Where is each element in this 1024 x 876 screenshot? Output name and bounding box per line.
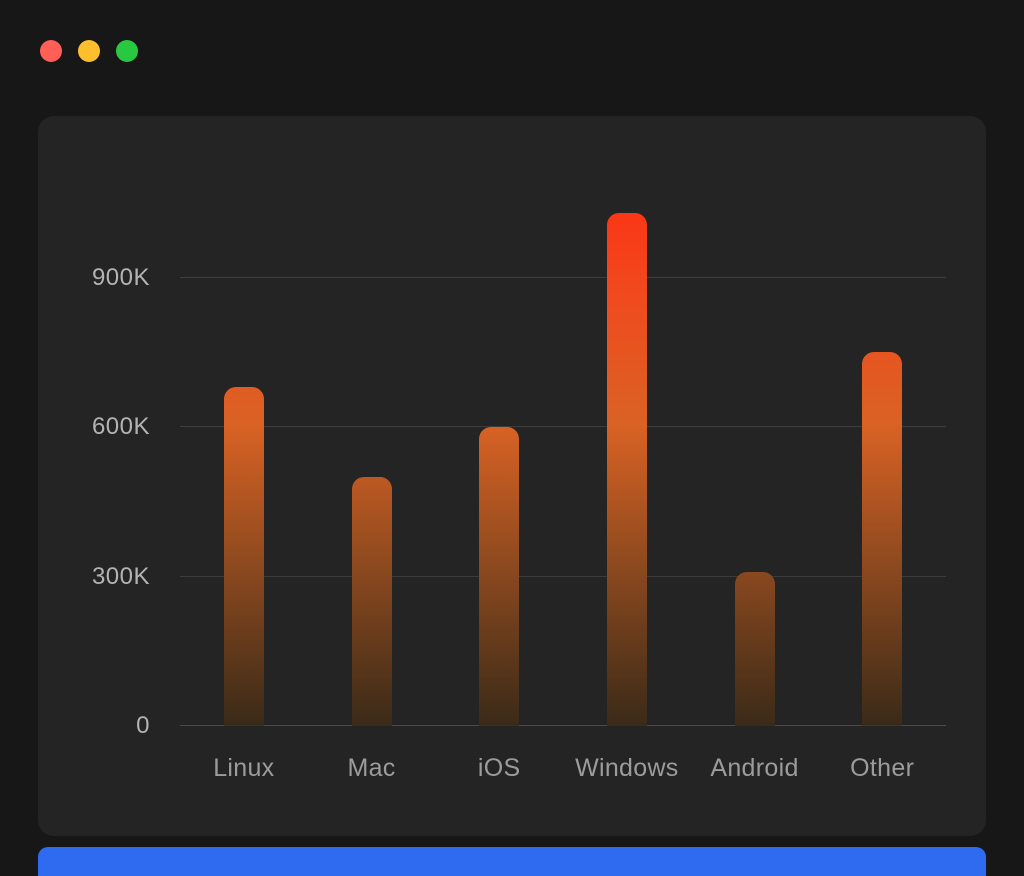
x-axis-label: Linux — [213, 754, 275, 782]
bar-slot — [563, 178, 691, 726]
bar-windows[interactable] — [606, 212, 647, 726]
y-tick-label: 300K — [91, 562, 150, 590]
y-tick-label: 900K — [91, 263, 150, 291]
bar-slot — [435, 178, 563, 726]
plot-area: 0 300K 600K 900K — [92, 178, 946, 739]
bar-ios[interactable] — [479, 427, 520, 726]
x-axis-line — [180, 725, 946, 726]
bar-mac[interactable] — [351, 476, 392, 726]
x-axis-label: iOS — [477, 754, 521, 782]
x-labels: Linux Mac iOS Windows Android Other — [180, 754, 946, 783]
bar-slot — [180, 178, 308, 726]
bar-other[interactable] — [862, 352, 903, 726]
bar-slot — [691, 178, 819, 726]
bottom-accent-bar — [38, 847, 986, 876]
x-axis-label: Android — [710, 754, 799, 782]
gridline — [180, 426, 946, 428]
x-axis-label: Windows — [575, 754, 679, 782]
x-axis-label: Mac — [347, 754, 396, 782]
x-axis-label: Other — [850, 754, 915, 782]
minimize-button-icon[interactable] — [78, 40, 100, 62]
bar-linux[interactable] — [223, 387, 264, 726]
bar-slot — [818, 178, 946, 726]
chart-panel: 0 300K 600K 900K Linux Mac iOS Windows Android O… — [38, 116, 986, 836]
bar-android[interactable] — [734, 571, 775, 726]
y-tick-label: 0 — [136, 712, 150, 739]
bars-row — [180, 178, 946, 726]
bar-slot — [308, 178, 436, 726]
gridline — [180, 276, 946, 278]
zoom-button-icon[interactable] — [116, 40, 138, 62]
gridline — [180, 575, 946, 577]
close-button-icon[interactable] — [40, 40, 62, 62]
window-controls — [40, 40, 138, 62]
y-tick-label: 600K — [91, 413, 150, 441]
